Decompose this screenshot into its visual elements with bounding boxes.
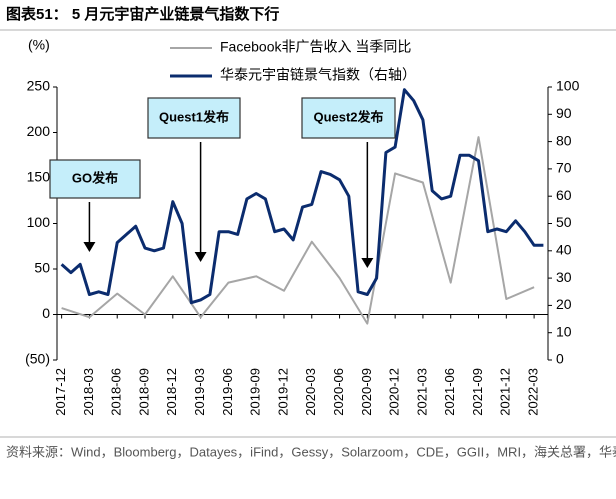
annotation-box bbox=[49, 159, 141, 199]
annotation-arrowhead bbox=[194, 252, 207, 262]
series-line bbox=[61, 136, 535, 325]
y2-tick-label: 20 bbox=[556, 296, 572, 312]
x-tick-label: 2021-12 bbox=[498, 368, 513, 416]
legend-label: 华泰元宇宙链景气指数（右轴） bbox=[220, 67, 416, 83]
annotation-box bbox=[147, 97, 241, 139]
annotation-box bbox=[301, 97, 396, 139]
legend-bg bbox=[165, 36, 465, 60]
y2-tick-label: 80 bbox=[556, 132, 572, 148]
y-tick-label: 150 bbox=[27, 169, 51, 185]
x-tick-label: 2019-12 bbox=[275, 368, 290, 416]
annotation-text: GO发布 bbox=[72, 170, 118, 185]
x-tick-label: 2017-12 bbox=[53, 368, 68, 416]
x-tick-label: 2019-09 bbox=[248, 368, 263, 416]
annotation-arrowhead bbox=[361, 258, 374, 268]
x-tick-label: 2021-06 bbox=[442, 368, 457, 416]
y-tick-label: 250 bbox=[27, 78, 51, 94]
y2-tick-label: 90 bbox=[556, 105, 572, 121]
y2-tick-label: 40 bbox=[556, 242, 572, 258]
x-tick-label: 2020-06 bbox=[331, 368, 346, 416]
legend-label: Facebook非广告收入 当季同比 bbox=[220, 39, 411, 55]
x-tick-label: 2018-06 bbox=[109, 368, 124, 416]
x-tick-label: 2021-03 bbox=[414, 368, 429, 416]
y-tick-label: 100 bbox=[27, 214, 51, 230]
y2-tick-label: 60 bbox=[556, 187, 572, 203]
chart-title: 图表51： 5 月元宇宙产业链景气指数下行 bbox=[6, 5, 279, 23]
series-line bbox=[60, 88, 544, 305]
legend-bg bbox=[165, 64, 465, 88]
annotation-arrowhead bbox=[83, 242, 96, 252]
y2-tick-label: 70 bbox=[556, 160, 572, 176]
x-tick-label: 2018-03 bbox=[81, 368, 96, 416]
y2-tick-label: 30 bbox=[556, 269, 572, 285]
y2-tick-label: 10 bbox=[556, 323, 572, 339]
x-tick-label: 2019-06 bbox=[220, 368, 235, 416]
y2-tick-label: 100 bbox=[556, 78, 580, 94]
y2-tick-label: 0 bbox=[556, 351, 564, 367]
y-tick-label: (50) bbox=[25, 351, 50, 367]
y-tick-label: 200 bbox=[27, 123, 51, 139]
annotation-text: Quest2发布 bbox=[313, 109, 383, 124]
x-tick-label: 2020-03 bbox=[303, 368, 318, 416]
y2-tick-label: 50 bbox=[556, 214, 572, 230]
x-tick-label: 2020-09 bbox=[359, 368, 374, 416]
x-tick-label: 2022-03 bbox=[526, 368, 541, 416]
x-tick-label: 2018-09 bbox=[136, 368, 151, 416]
x-tick-label: 2019-03 bbox=[192, 368, 207, 416]
y-axis-label: (%) bbox=[28, 37, 50, 53]
x-tick-label: 2021-09 bbox=[470, 368, 485, 416]
x-tick-label: 2020-12 bbox=[387, 368, 402, 416]
y-tick-label: 0 bbox=[42, 305, 50, 321]
y-tick-label: 50 bbox=[34, 260, 50, 276]
source: 资料来源：Wind，Bloomberg，Datayes，iFind，Gessy，… bbox=[6, 444, 616, 459]
annotation-text: Quest1发布 bbox=[159, 109, 229, 124]
x-tick-label: 2018-12 bbox=[164, 368, 179, 416]
